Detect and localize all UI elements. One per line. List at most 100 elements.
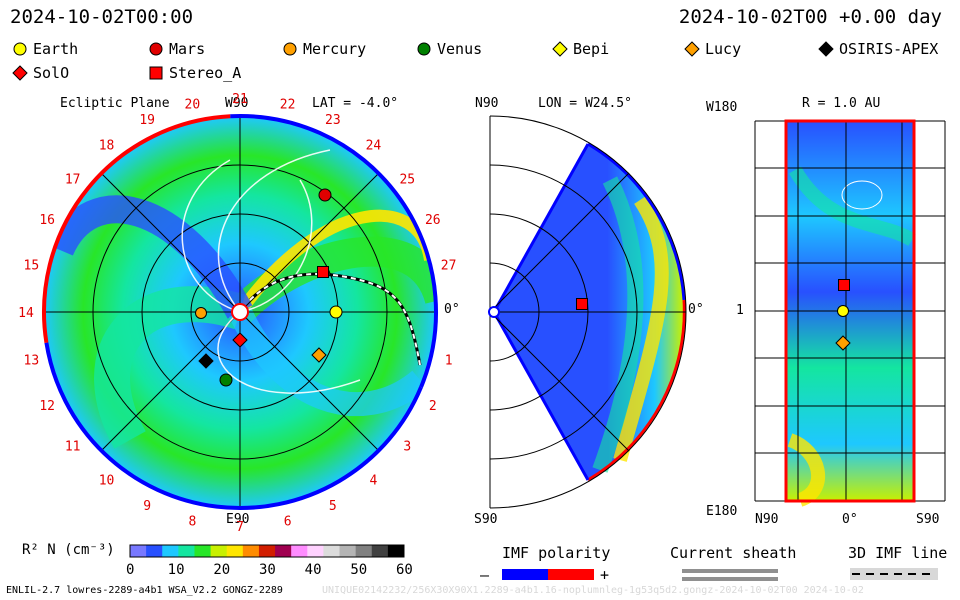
radial-top-label: W180: [706, 100, 738, 115]
marker-lucy: [311, 347, 327, 363]
marker-earth: [837, 305, 849, 317]
carrington-label: 27: [441, 258, 457, 273]
imf-line-swatch: [850, 568, 938, 580]
diamond-icon: [552, 41, 568, 57]
colorbar-segment: [355, 545, 373, 557]
carrington-label: 11: [65, 439, 81, 454]
colorbar-tick-label: 50: [350, 562, 368, 578]
legend-label: OSIRIS-APEX: [839, 40, 939, 58]
colorbar-segment: [130, 545, 147, 557]
carrington-label: 3: [403, 439, 411, 454]
ecliptic-bottom-label: E90: [226, 512, 250, 527]
current-sheath-title: Current sheath: [670, 544, 797, 562]
colorbar-segment: [146, 545, 163, 557]
meridional-top-label: N90: [475, 96, 499, 111]
marker-osiris-apex: [198, 353, 214, 369]
colorbar-segment: [194, 545, 212, 557]
legend-item-osiris-apex: OSIRIS-APEX: [818, 40, 938, 58]
meridional-panel: [488, 115, 687, 509]
diamond-icon: [684, 41, 700, 57]
marker-venus: [219, 373, 233, 387]
legend-label: Lucy: [705, 40, 742, 58]
carrington-label: 8: [188, 515, 196, 530]
carrington-label: 17: [65, 173, 81, 188]
radial-bottom-label: E180: [706, 504, 738, 519]
carrington-label: 15: [24, 258, 40, 273]
meridional-right-label: 0°: [688, 302, 704, 317]
colorbar-label: R² N (cm⁻³): [22, 542, 115, 558]
marker-stereo-a: [576, 298, 588, 310]
imf-line-title: 3D IMF line: [848, 544, 948, 562]
carrington-label: 22: [280, 97, 296, 112]
legend-item-mars: Mars: [148, 40, 205, 58]
imf-negative-swatch: [502, 569, 548, 580]
footer-left: ENLIL-2.7 lowres-2289-a4b1 WSA_V2.2 GONG…: [6, 585, 283, 596]
colorbar-tick-label: 0: [126, 562, 135, 578]
circle-icon: [417, 42, 431, 56]
carrington-label: 1: [445, 354, 453, 369]
colorbar-segment: [258, 545, 276, 557]
colorbar-segment: [178, 545, 195, 557]
carrington-label: 6: [284, 515, 292, 530]
carrington-label: 9: [143, 499, 151, 514]
marker-stereo-a: [838, 279, 850, 291]
colorbar-segment: [242, 545, 260, 557]
carrington-label: 20: [185, 97, 201, 112]
colorbar-tick-label: 20: [213, 562, 231, 578]
colorbar-segment: [387, 545, 405, 557]
carrington-label: 21: [232, 92, 248, 107]
legend-label: SolO: [33, 64, 70, 82]
colorbar-segment: [307, 545, 324, 557]
legend-label: Mercury: [303, 40, 367, 58]
carrington-label: 25: [399, 173, 415, 188]
colorbar: [129, 544, 405, 558]
carrington-label: 2: [429, 399, 437, 414]
ecliptic-polarity-rim: [42, 114, 438, 510]
r-label: R = 1.0 AU: [802, 96, 881, 111]
legend-item-bepi: Bepi: [552, 40, 609, 58]
carrington-label: 26: [425, 213, 441, 228]
legend-item-mercury: Mercury: [282, 40, 366, 58]
circle-icon: [283, 42, 297, 56]
body-markers: [195, 188, 851, 387]
marker-solo: [232, 332, 248, 348]
ecliptic-panel: [44, 116, 436, 508]
carrington-label: 7: [236, 520, 244, 535]
legend-label: Venus: [437, 40, 483, 58]
colorbar-tick-label: 10: [167, 562, 185, 578]
legend-item-earth: Earth: [12, 40, 78, 58]
diamond-icon: [818, 41, 834, 57]
datetime-title: 2024-10-02T00:00: [10, 6, 194, 28]
marker-mercury: [195, 307, 207, 319]
colorbar-segment: [339, 545, 357, 557]
radial-panel: [754, 119, 946, 507]
carrington-label: 24: [366, 139, 382, 154]
colorbar-tick-label: 60: [396, 562, 413, 578]
legend-item-stereo-a: Stereo_A: [148, 64, 241, 82]
legend-label: Mars: [169, 40, 206, 58]
carrington-label: 23: [325, 113, 341, 128]
colorbar-segment: [291, 545, 308, 557]
square-icon: [149, 66, 163, 80]
radial-mid-label: 1: [736, 303, 744, 318]
colorbar-segment: [210, 545, 228, 557]
diamond-icon: [12, 65, 28, 81]
radial-x-right: S90: [916, 512, 940, 527]
current-sheath-swatch: [682, 569, 778, 581]
colorbar-tick-label: 30: [259, 562, 276, 578]
carrington-label: 16: [39, 213, 55, 228]
lat-label: LAT = -4.0°: [312, 96, 399, 111]
radial-x-mid: 0°: [842, 512, 858, 527]
imf-positive-swatch: [548, 569, 594, 580]
circle-icon: [149, 42, 163, 56]
legend-item-lucy: Lucy: [684, 40, 741, 58]
carrington-label: 13: [24, 354, 40, 369]
colorbar-segment: [275, 545, 292, 557]
carrington-label: 12: [39, 399, 55, 414]
legend-item-venus: Venus: [416, 40, 482, 58]
legend-label: Earth: [33, 40, 79, 58]
carrington-label: 19: [139, 113, 155, 128]
colorbar-segment: [323, 545, 341, 557]
legend-label: Stereo_A: [169, 64, 242, 82]
